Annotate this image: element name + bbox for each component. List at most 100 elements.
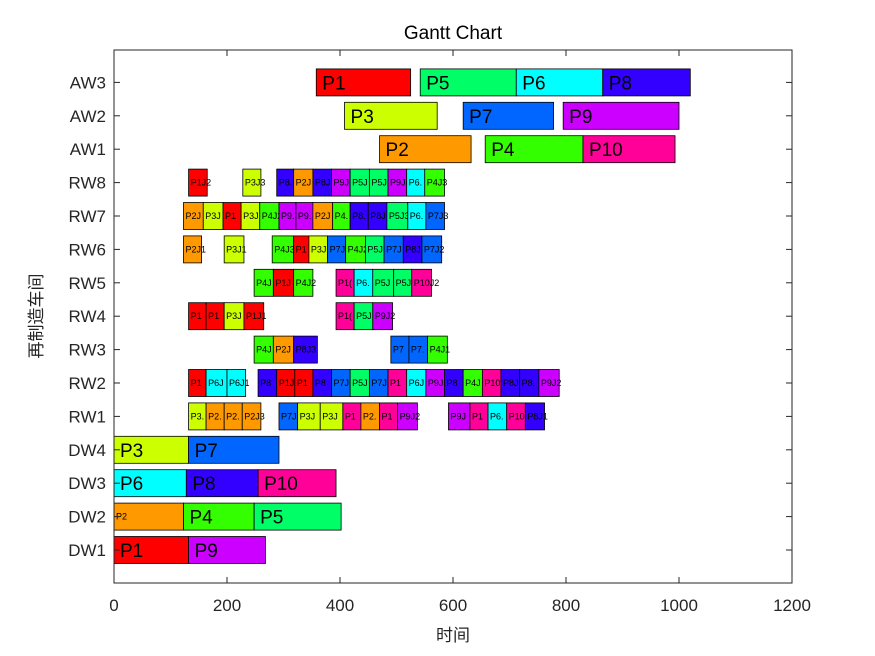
y-tick-label-aw1: AW1	[70, 140, 106, 159]
gantt-task-rw4-53: P3J	[223, 302, 245, 331]
gantt-task-rw6-73: P5J	[365, 235, 385, 264]
gantt-task-rw7-83: P9.	[295, 202, 314, 230]
gantt-bar-label: P1	[382, 411, 393, 421]
gantt-bar-label: P4J	[256, 278, 272, 288]
gantt-bar-label: P1	[322, 73, 345, 94]
axes-layer: 0 200 400 600 800 1000 1200 DW1 DW2 DW3 DW4 RW1 RW2 R…	[68, 50, 811, 615]
gantt-bar-label: P4J2	[296, 278, 317, 288]
gantt-bar-label: P8	[315, 378, 326, 388]
gantt-task-rw4-54: P1J1	[243, 302, 267, 331]
gantt-bar-label: P4J	[256, 345, 272, 355]
gantt-task-rw5-63: P5J	[372, 268, 395, 297]
gantt-bar	[315, 68, 412, 97]
gantt-bar	[185, 469, 259, 498]
gantt-task-rw6-68: P4J3	[271, 235, 295, 264]
gantt-task-rw6-67: P3J1	[223, 235, 247, 264]
gantt-task-rw6-72: P4J2	[345, 235, 369, 264]
gantt-task-dw2-2: P2	[113, 502, 184, 531]
gantt-task-rw7-90: P7J3	[425, 202, 448, 230]
gantt-bar-label: P6	[522, 73, 545, 94]
x-axis-label: 时间	[436, 626, 470, 646]
gantt-bar	[188, 536, 266, 564]
gantt-task-rw4-56: P5J	[353, 302, 374, 331]
gantt-bar-label: P6.	[490, 411, 504, 421]
gantt-task-rw7-78: P3J	[202, 202, 224, 230]
gantt-bar-label: P2J	[296, 178, 312, 188]
gantt-bar	[253, 502, 342, 531]
gantt-task-rw4-57: P9J2	[372, 302, 395, 331]
gantt-bar-label: P2J3	[244, 411, 265, 421]
gantt-task-rw1-19: P1	[379, 402, 399, 431]
gantt-task-rw7-77: P2J	[183, 202, 204, 230]
gantt-task-rw8-92: P3J3	[242, 168, 265, 197]
gantt-bar-label: P7	[469, 107, 492, 128]
gantt-task-rw7-88: P5J3	[386, 202, 409, 230]
gantt-task-rw1-25: P8J1	[524, 402, 548, 431]
gantt-bar-label: P5	[260, 508, 283, 529]
gantt-bar-label: P1J2	[191, 178, 212, 188]
gantt-task-rw3-50: P4J1	[427, 335, 450, 364]
gantt-task-rw6-75: P8J	[402, 235, 423, 264]
gantt-bar-label: P7	[393, 345, 404, 355]
gantt-task-rw1-11: P2.	[205, 402, 225, 431]
gantt-task-dw3-7: P10	[257, 469, 337, 498]
gantt-bar-label: P6.	[356, 278, 370, 288]
gantt-bar-label: P4J3	[274, 244, 295, 254]
gantt-bar-label: P2J	[315, 211, 331, 221]
gantt-bar-label: P8	[447, 378, 458, 388]
gantt-task-rw1-16: P3J	[319, 402, 344, 431]
gantt-bar-label: P10	[264, 474, 298, 495]
gantt-bar-label: P3J	[322, 411, 338, 421]
gantt-bar-label: P9	[195, 541, 218, 562]
gantt-bar-label: P1J1	[246, 311, 267, 321]
gantt-bar-label: P7J2	[424, 244, 445, 254]
x-tick-label: 0	[109, 596, 118, 615]
gantt-task-rw1-14: P7J	[278, 402, 299, 431]
gantt-task-dw2-4: P5	[253, 502, 342, 531]
gantt-bar-label: P10J2	[414, 278, 440, 288]
gantt-bar	[226, 369, 247, 397]
gantt-task-aw3-109: P5	[419, 68, 517, 97]
gantt-task-rw5-60: P4J2	[293, 268, 317, 297]
gantt-task-rw7-85: P4.	[332, 202, 351, 230]
gantt-task-rw7-84: P2J	[312, 202, 334, 230]
gantt-task-rw1-17: P1	[342, 402, 362, 431]
gantt-bar-label: P2	[116, 512, 127, 522]
gantt-task-aw2-106: P7	[462, 101, 554, 130]
gantt-bar-label: P4J2	[348, 244, 369, 254]
gantt-task-rw8-98: P5J	[368, 168, 389, 197]
gantt-task-rw8-96: P9J	[331, 168, 351, 197]
y-tick-label-rw4: RW4	[69, 307, 106, 326]
gantt-bar-label: P9J	[428, 378, 444, 388]
gantt-bar-label: P8J	[405, 244, 421, 254]
gantt-task-rw8-91: P1J2	[188, 168, 212, 197]
gantt-task-rw8-99: P9J	[387, 168, 408, 197]
gantt-bar-label: P6J1	[229, 378, 250, 388]
gantt-task-aw3-110: P6	[515, 68, 604, 97]
gantt-task-rw2-41: P10	[481, 369, 502, 397]
gantt-bar	[188, 435, 280, 464]
gantt-bar	[424, 168, 445, 197]
gantt-task-rw1-12: P2.	[223, 402, 243, 431]
gantt-bar-label: P5J	[371, 178, 387, 188]
gantt-task-rw4-51: P1	[188, 302, 207, 331]
gantt-bar-label: P6	[120, 474, 143, 495]
gantt-task-rw1-21: P9J	[448, 402, 471, 431]
gantt-task-dw2-3: P4	[183, 502, 255, 531]
gantt-bar-label: P5J	[367, 244, 383, 254]
gantt-task-rw1-18: P2.	[360, 402, 380, 431]
gantt-bar-label: P4J	[465, 378, 481, 388]
gantt-task-aw2-107: P9	[562, 101, 680, 130]
gantt-task-rw1-10: P3.	[188, 402, 207, 431]
gantt-task-aw1-104: P10	[582, 135, 676, 164]
gantt-bar-label: P3	[351, 107, 374, 128]
x-tick-label: 400	[326, 596, 354, 615]
gantt-bar	[113, 536, 189, 564]
gantt-task-rw7-82: P9.	[278, 202, 297, 230]
gantt-bar	[188, 168, 208, 197]
gantt-bar	[524, 402, 545, 431]
gantt-bar-label: P7	[195, 441, 218, 462]
gantt-task-rw6-69: P1	[293, 235, 310, 264]
